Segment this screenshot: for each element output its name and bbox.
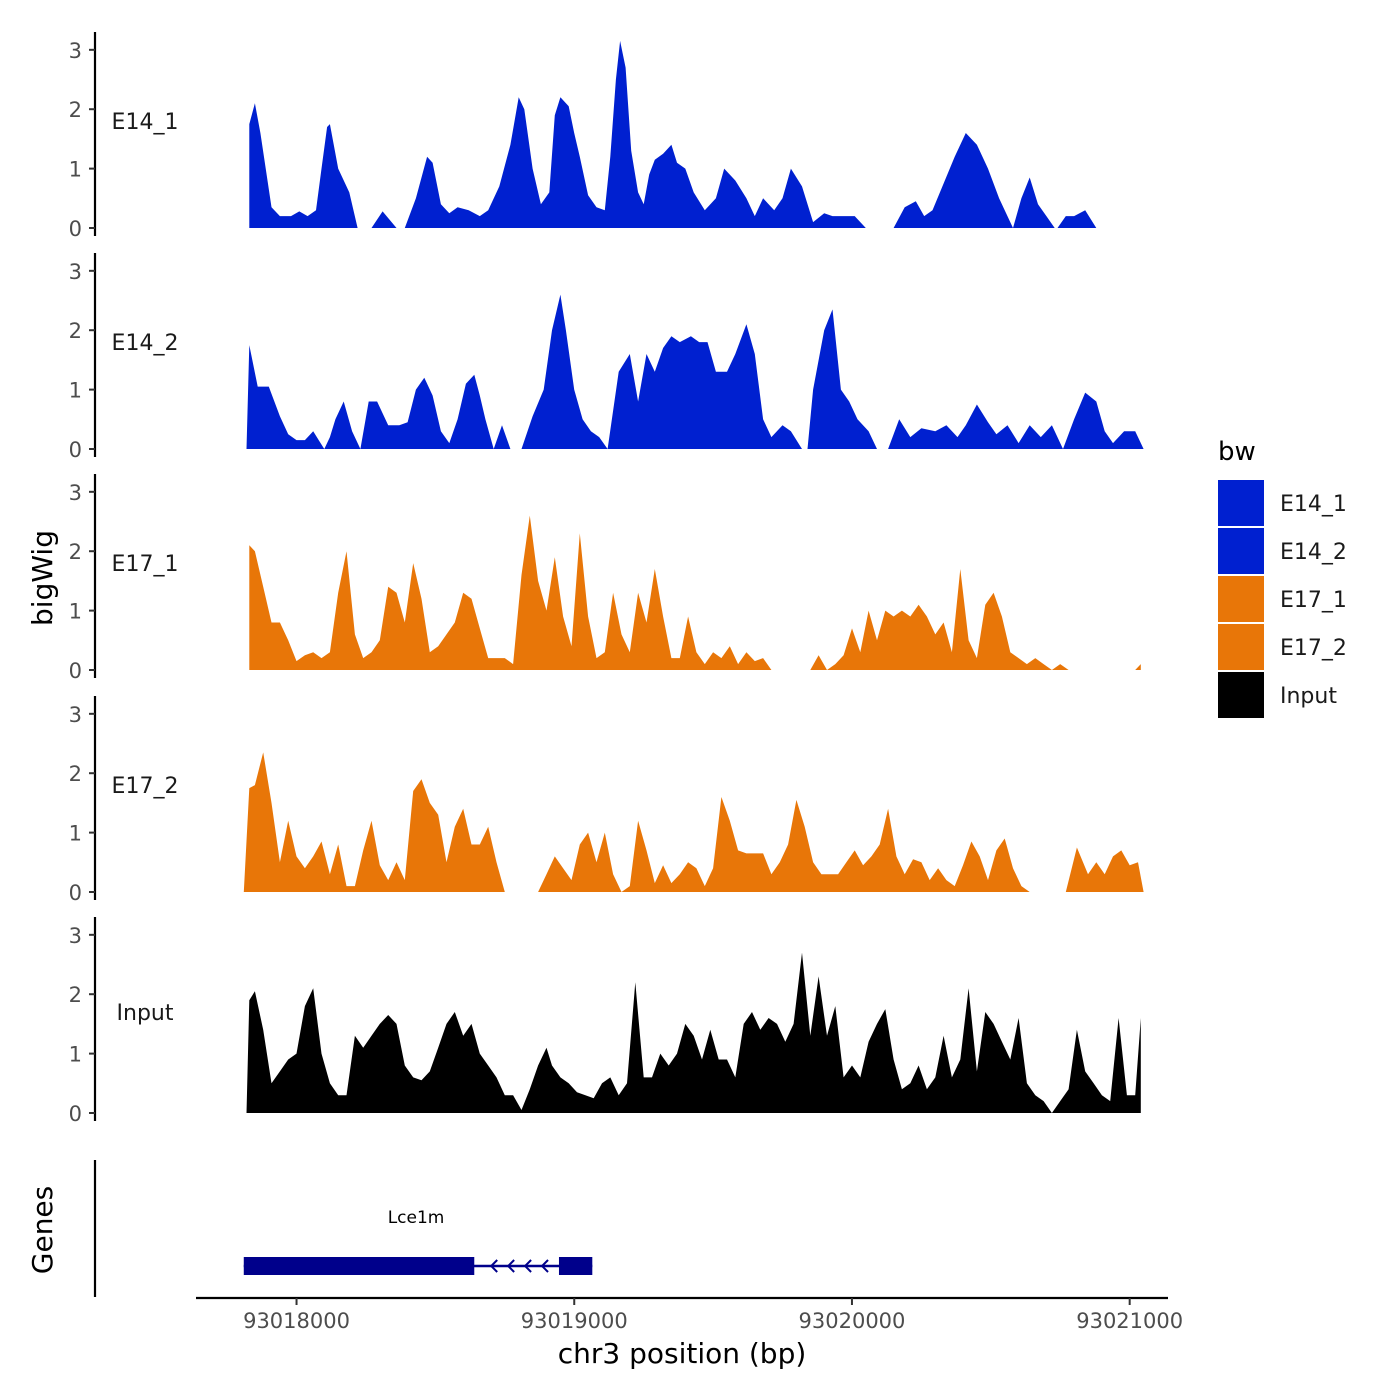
legend-label: Input xyxy=(1280,684,1337,709)
legend-label: E14_2 xyxy=(1280,540,1347,565)
x-axis-title: chr3 position (bp) xyxy=(558,1337,807,1370)
signal-area xyxy=(404,40,866,229)
y-tick-label: 0 xyxy=(69,659,82,683)
strand-arrow xyxy=(523,1259,532,1273)
strand-arrow xyxy=(506,1259,515,1273)
gene-lce1m: Lce1m xyxy=(243,1208,593,1275)
signal-area xyxy=(538,797,1063,892)
strand-arrow xyxy=(540,1259,549,1273)
signal-area xyxy=(1013,177,1055,228)
strand-arrow xyxy=(489,1259,498,1273)
signal-area xyxy=(246,952,1141,1113)
y-tick-label: 3 xyxy=(69,703,82,727)
track-panels: 0 1 2 3 E14_1 0 1 2 3 E14_2 0 1 2 3 E17_1 0 1 2 3 E17_2 0 1 2 3… xyxy=(69,32,1144,1126)
x-tick-label: 93020000 xyxy=(799,1309,906,1333)
y-tick-label: 1 xyxy=(69,158,82,182)
y-tick-label: 2 xyxy=(69,762,82,786)
y-tick-label: 1 xyxy=(69,379,82,403)
y-tick-label: 0 xyxy=(69,881,82,905)
y-tick-label: 0 xyxy=(69,438,82,462)
y-tick-label: 0 xyxy=(69,1102,82,1126)
signal-area xyxy=(521,294,802,449)
gene-panel-title: Genes xyxy=(26,1186,59,1274)
x-tick-label: 93021000 xyxy=(1076,1309,1183,1333)
track-label: E17_2 xyxy=(112,774,179,799)
legend-label: E17_1 xyxy=(1280,588,1347,613)
track-label: E17_1 xyxy=(112,552,179,577)
track-e14-1: 0 1 2 3 E14_1 xyxy=(69,32,1097,241)
y-tick-label: 2 xyxy=(69,540,82,564)
x-tick-label: 93018000 xyxy=(243,1309,350,1333)
x-axis: 93018000 93019000 93020000 93021000 xyxy=(196,1296,1183,1333)
y-axis-title: bigWig xyxy=(26,530,59,626)
signal-area xyxy=(249,515,811,670)
signal-area xyxy=(807,309,877,449)
gene-exon xyxy=(243,1257,475,1275)
x-tick-label: 93019000 xyxy=(521,1309,628,1333)
gene-track: Lce1m xyxy=(93,1160,593,1297)
legend-title: bw xyxy=(1218,437,1256,467)
track-e17-2: 0 1 2 3 E17_2 xyxy=(69,696,1144,905)
signal-area xyxy=(1065,847,1144,892)
track-e14-2: 0 1 2 3 E14_2 xyxy=(69,253,1144,462)
track-e17-1: 0 1 2 3 E17_1 xyxy=(69,474,1141,683)
signal-area xyxy=(810,569,1141,670)
legend-label: E14_1 xyxy=(1280,492,1347,517)
legend-key xyxy=(1218,624,1264,670)
gene-exon xyxy=(558,1257,593,1275)
y-tick-label: 1 xyxy=(69,1043,82,1067)
legend-key xyxy=(1218,576,1264,622)
track-label: Input xyxy=(117,1001,174,1026)
signal-area xyxy=(243,752,536,892)
y-tick-label: 2 xyxy=(69,98,82,122)
signal-area xyxy=(893,133,1013,228)
y-tick-label: 2 xyxy=(69,983,82,1007)
gene-label: Lce1m xyxy=(388,1208,445,1228)
legend: E14_1 E14_2 E17_1 E17_2 Input xyxy=(1218,480,1347,718)
signal-area xyxy=(249,103,358,228)
track-input: 0 1 2 3 Input xyxy=(69,917,1141,1126)
legend-key xyxy=(1218,672,1264,718)
signal-area xyxy=(1057,210,1097,228)
y-tick-label: 1 xyxy=(69,600,82,624)
y-tick-label: 3 xyxy=(69,39,82,63)
track-label: E14_1 xyxy=(112,110,179,135)
y-tick-label: 2 xyxy=(69,319,82,343)
signal-area xyxy=(246,345,511,449)
y-tick-label: 3 xyxy=(69,924,82,948)
y-tick-label: 3 xyxy=(69,260,82,284)
signal-area xyxy=(888,392,1144,449)
legend-key xyxy=(1218,528,1264,574)
legend-label: E17_2 xyxy=(1280,636,1347,661)
y-tick-label: 3 xyxy=(69,481,82,505)
y-tick-label: 0 xyxy=(69,217,82,241)
y-tick-label: 1 xyxy=(69,822,82,846)
legend-key xyxy=(1218,480,1264,526)
track-label: E14_2 xyxy=(112,331,179,356)
signal-area xyxy=(371,211,397,228)
